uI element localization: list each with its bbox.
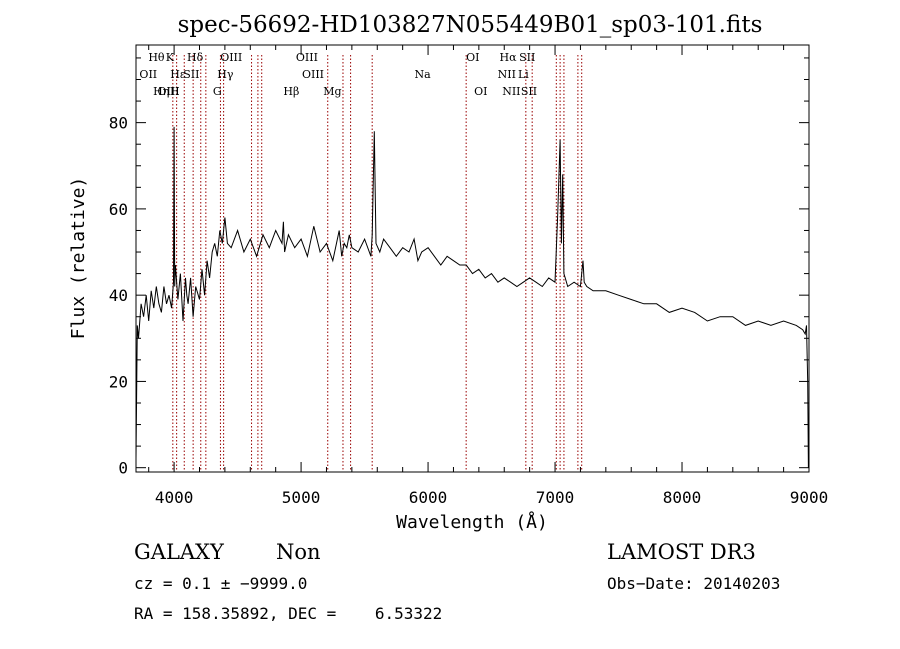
obs-date: Obs−Date: 20140203 xyxy=(607,574,780,593)
x-tick-label-2: 6000 xyxy=(409,488,448,507)
line-label-15: Mg xyxy=(323,85,341,98)
line-label-6: H xyxy=(170,85,180,98)
line-label-19: Hα xyxy=(500,51,518,64)
line-label-13: OIII xyxy=(302,68,324,81)
line-label-16: Na xyxy=(414,68,431,81)
x-axis: 4000 5000 6000 7000 8000 9000 xyxy=(148,45,829,507)
y-tick-label-2: 40 xyxy=(109,286,128,305)
x-tick-label-5: 9000 xyxy=(790,488,829,507)
line-label-22: Li xyxy=(518,68,529,81)
line-label-24: SII xyxy=(521,85,537,98)
line-label-5: Hη xyxy=(153,85,169,98)
chart-title: spec-56692-HD103827N055449B01_sp03-101.f… xyxy=(178,12,763,38)
line-label-7: Hδ xyxy=(187,51,204,64)
x-tick-label-3: 7000 xyxy=(536,488,575,507)
y-axis: 0 20 40 60 80 xyxy=(109,57,809,478)
y-tick-label-3: 60 xyxy=(109,200,128,219)
line-label-1: OIII xyxy=(157,85,179,98)
object-class: GALAXY xyxy=(134,540,225,564)
y-tick-label-1: 20 xyxy=(109,372,128,391)
plot-frame xyxy=(135,44,810,473)
line-label-0: OII xyxy=(139,68,157,81)
line-label-23: NII xyxy=(502,85,520,98)
line-label-20: SII xyxy=(519,51,535,64)
line-label-17: OI xyxy=(466,51,479,64)
x-tick-label-1: 5000 xyxy=(282,488,321,507)
line-label-9: OIII xyxy=(220,51,242,64)
survey-name: LAMOST DR3 xyxy=(607,540,756,564)
y-tick-label-0: 0 xyxy=(118,459,128,478)
object-subclass: Non xyxy=(276,540,321,564)
line-label-21: NII xyxy=(498,68,516,81)
y-axis-label: Flux (relative) xyxy=(68,177,89,340)
line-label-18: OI xyxy=(474,85,487,98)
line-label-11: G xyxy=(213,85,222,98)
line-label-8: SII xyxy=(183,68,199,81)
line-label-3: K xyxy=(166,51,175,64)
line-label-4: Hε xyxy=(170,68,186,81)
line-label-10: Hγ xyxy=(217,68,234,81)
spectrum-series xyxy=(135,126,809,468)
x-tick-label-0: 4000 xyxy=(155,488,194,507)
x-axis-label: Wavelength (Å) xyxy=(396,511,548,533)
line-label-2: Hθ xyxy=(148,51,165,64)
spectral-marker-lines xyxy=(172,55,583,472)
line-label-14: Hβ xyxy=(283,85,299,98)
y-tick-label-4: 80 xyxy=(109,114,128,133)
spectrum-line-0 xyxy=(135,126,809,468)
line-label-12: OIII xyxy=(296,51,318,64)
coordinates-readout: RA = 158.35892, DEC = 6.53322 xyxy=(134,604,442,623)
redshift-readout: cz = 0.1 ± −9999.0 xyxy=(134,574,307,593)
x-tick-label-4: 8000 xyxy=(663,488,702,507)
